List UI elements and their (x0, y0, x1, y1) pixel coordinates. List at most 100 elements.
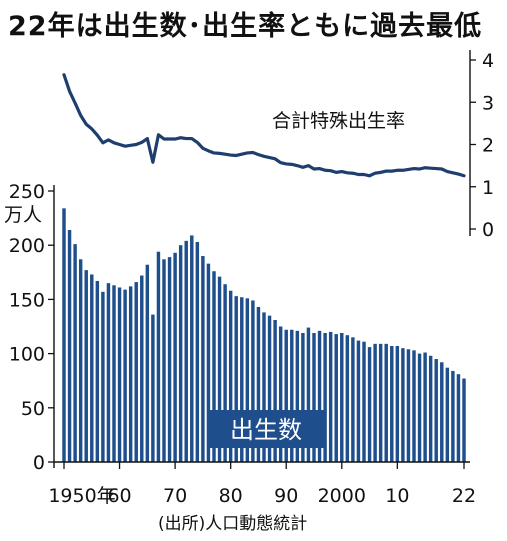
left-tick-label: 150 (9, 289, 45, 311)
bar-1953 (78, 259, 83, 462)
bar-1979 (223, 284, 227, 462)
bar-2012 (406, 349, 411, 462)
left-tick-label: 0 (33, 452, 45, 474)
bar-1984 (251, 300, 255, 462)
bar-1989 (278, 326, 283, 462)
bar-1975 (201, 256, 205, 462)
bar-1986 (262, 312, 266, 462)
bar-1983 (245, 298, 250, 462)
bar-1970 (173, 252, 177, 462)
bar-1964 (140, 275, 144, 462)
bar-1980 (228, 290, 233, 462)
x-tick-label: 70 (163, 485, 187, 507)
bar-2018 (440, 362, 444, 462)
bar-1998 (328, 331, 333, 462)
left-tick-label: 50 (21, 398, 45, 420)
bar-1961 (123, 289, 127, 462)
right-tick-label: 0 (482, 219, 494, 241)
bar-2014 (417, 353, 422, 462)
bar-1993 (301, 333, 305, 462)
bar-1991 (290, 329, 294, 462)
x-tick-label: 80 (219, 485, 243, 507)
bar-2020 (451, 370, 455, 462)
bar-1973 (190, 235, 194, 462)
bar-2022 (462, 378, 466, 462)
fertility-rate-label: 合計特殊出生率 (272, 110, 405, 132)
bar-1971 (178, 245, 183, 462)
bar-1995 (312, 333, 316, 462)
bar-2011 (401, 348, 405, 462)
bar-2000 (340, 333, 344, 462)
bar-1950 (62, 208, 66, 462)
bar-1958 (106, 283, 111, 462)
x-tick-label: 10 (385, 485, 409, 507)
x-tick-label: 2000 (318, 485, 366, 507)
bar-1976 (206, 263, 211, 462)
bar-1957 (101, 291, 105, 462)
bar-1972 (184, 240, 188, 462)
bar-1990 (284, 329, 288, 462)
right-tick-label: 3 (482, 92, 494, 114)
bar-2001 (345, 335, 350, 462)
bar-2003 (356, 340, 361, 462)
bar-2004 (362, 341, 366, 462)
bar-1996 (317, 330, 322, 462)
bar-2017 (434, 359, 438, 462)
bar-1963 (134, 282, 138, 462)
bar-1962 (128, 286, 133, 462)
bar-1987 (267, 315, 272, 462)
bar-1954 (84, 270, 88, 462)
bar-1994 (306, 327, 311, 462)
bar-2005 (367, 347, 372, 462)
bar-1969 (167, 257, 172, 462)
source-note: (出所)人口動態統計 (158, 514, 307, 534)
births-label: 出生数 (230, 416, 302, 444)
bar-1978 (217, 276, 222, 462)
right-tick-label: 4 (482, 50, 494, 72)
bar-2013 (412, 350, 416, 462)
left-tick-label: 250 (9, 181, 45, 203)
bar-2008 (384, 343, 388, 462)
bar-1992 (295, 330, 300, 462)
bar-1951 (67, 230, 72, 462)
bar-2002 (351, 337, 355, 462)
bar-1982 (240, 297, 244, 462)
bar-1965 (145, 264, 150, 462)
bar-1988 (273, 320, 277, 462)
bar-2010 (395, 346, 400, 462)
bar-1997 (323, 333, 327, 462)
x-tick-label: 60 (107, 485, 131, 507)
bar-1966 (151, 314, 155, 462)
chart-title: 22年は出生数･出生率ともに過去最低 (8, 11, 483, 42)
x-tick-label: 1950年 (48, 485, 115, 507)
bar-2007 (378, 343, 383, 462)
bar-2019 (445, 367, 450, 462)
bar-1967 (156, 251, 161, 462)
births-label-box (207, 410, 325, 448)
bar-1977 (212, 271, 216, 462)
left-tick-label: 200 (9, 235, 45, 257)
x-tick-label: 90 (274, 485, 298, 507)
bar-2006 (373, 343, 377, 462)
bar-1952 (73, 244, 77, 462)
bar-2015 (423, 352, 427, 462)
left-axis-unit: 万人 (4, 204, 42, 226)
bar-1999 (334, 334, 338, 462)
bar-1985 (256, 306, 261, 462)
left-tick-label: 100 (9, 344, 45, 366)
bar-1960 (117, 287, 122, 462)
x-tick-label: 22 (452, 485, 476, 507)
bar-1974 (195, 241, 200, 462)
bar-1955 (90, 274, 94, 462)
bar-1959 (112, 285, 116, 462)
bar-1956 (95, 280, 100, 462)
bar-1981 (234, 296, 238, 462)
bar-2016 (428, 355, 433, 462)
bar-2021 (456, 374, 461, 462)
right-tick-label: 2 (482, 135, 494, 157)
bar-1968 (162, 259, 166, 462)
fertility-rate-line (62, 73, 466, 178)
bar-2009 (390, 346, 394, 462)
right-tick-label: 1 (482, 177, 494, 199)
